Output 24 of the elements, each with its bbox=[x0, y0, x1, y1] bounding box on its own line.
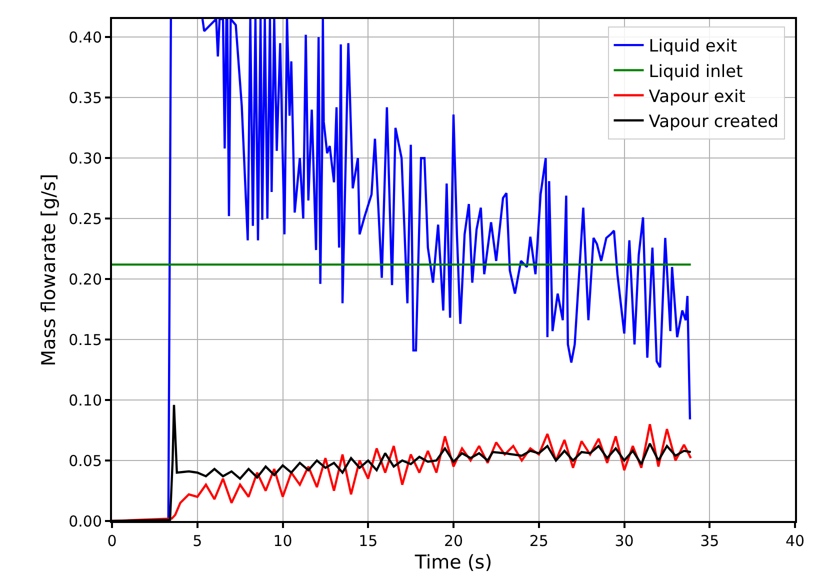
y-tick-label: 0.25 bbox=[68, 210, 102, 228]
x-tick-label: 5 bbox=[192, 532, 202, 550]
y-tick-label: 0.20 bbox=[68, 270, 102, 288]
x-tick-label: 35 bbox=[700, 532, 720, 550]
legend-label: Liquid exit bbox=[648, 36, 738, 57]
y-tick-label: 0.40 bbox=[68, 28, 102, 46]
y-tick-label: 0.10 bbox=[68, 391, 102, 410]
y-tick-label: 0.35 bbox=[68, 88, 102, 107]
x-tick-label: 15 bbox=[358, 532, 378, 550]
x-tick-label: 20 bbox=[444, 532, 464, 550]
x-tick-label: 25 bbox=[529, 532, 548, 550]
y-tick-label: 0.00 bbox=[68, 512, 102, 530]
legend-label: Vapour created bbox=[648, 112, 779, 132]
x-tick-label: 10 bbox=[273, 532, 292, 550]
x-tick-label: 0 bbox=[107, 532, 117, 550]
y-axis-title: Mass flowarate [g/s] bbox=[38, 174, 60, 366]
legend-label: Vapour exit bbox=[648, 86, 746, 107]
x-tick-label: 40 bbox=[785, 532, 805, 550]
x-tick-label: 30 bbox=[614, 532, 634, 550]
y-tick-label: 0.15 bbox=[68, 330, 102, 349]
legend-label: Liquid inlet bbox=[648, 62, 744, 82]
x-axis-title: Time (s) bbox=[414, 551, 492, 574]
y-tick-label: 0.05 bbox=[68, 452, 102, 470]
y-tick-label: 0.30 bbox=[68, 149, 102, 168]
